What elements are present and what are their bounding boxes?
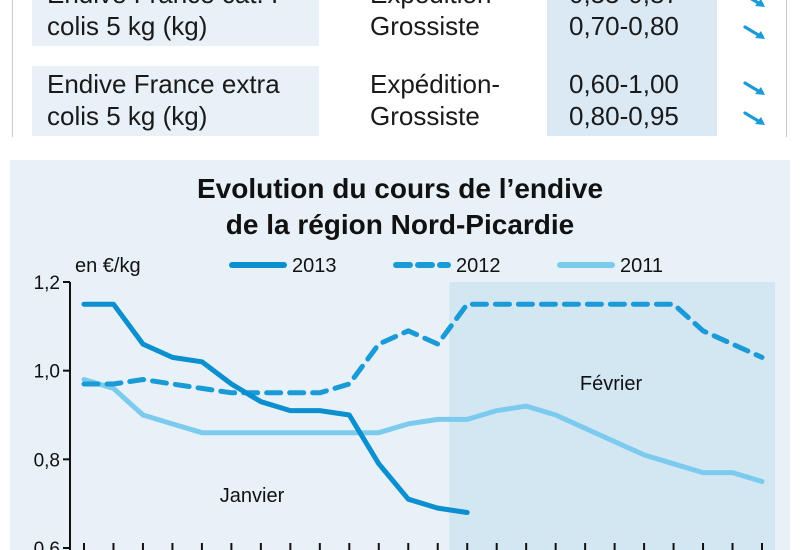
product-package: colis 5 kg (kg) [47, 11, 208, 41]
table-left-divider [12, 0, 13, 137]
price-range: 0,60-1,00 [569, 69, 679, 99]
y-tick-label: 1,2 [34, 273, 60, 294]
series-line-2013 [81, 301, 470, 515]
price-cell [547, 0, 717, 136]
y-tick-label: 1,0 [34, 362, 60, 383]
chart-subtitle: de la région Nord-Picardie [225, 209, 575, 240]
period-label-janvier: Janvier [220, 485, 285, 507]
product-cell [32, 66, 319, 136]
series-line-2011 [81, 377, 765, 484]
market-stage: Expédition- [370, 69, 501, 99]
trend-down-icon [743, 25, 765, 39]
market-stage: Grossiste [370, 101, 480, 131]
period-label-fevrier: Février [580, 373, 643, 395]
y-axis-label: en €/kg [75, 255, 141, 277]
trend-down-icon [750, 0, 765, 7]
table-row: Endive France cat. I colis 5 kg (kg) Exp… [0, 0, 800, 136]
table-row: Endive France extra colis 5 kg (kg) Expé… [0, 66, 800, 136]
price-table: Endive France cat. I colis 5 kg (kg) Exp… [0, 0, 800, 137]
product-cell [32, 0, 319, 46]
product-package: colis 5 kg (kg) [47, 101, 208, 131]
legend-label: 2011 [620, 255, 663, 277]
price-range: 0,80-0,95 [569, 101, 679, 131]
price-range: 0,55-0,87 [569, 0, 679, 10]
y-tick-label: 0,8 [34, 450, 60, 471]
product-name: Endive France cat. I [47, 0, 278, 10]
market-stage: Grossiste [370, 11, 480, 41]
trend-down-icon [743, 111, 765, 125]
y-tick-label: 0,6 [34, 539, 60, 550]
table-right-divider [786, 0, 787, 137]
trend-down-icon [743, 81, 765, 95]
market-stage: Expédition- [370, 0, 500, 10]
fevrier-band [449, 282, 775, 550]
chart-title: Evolution du cours de l’endive [196, 173, 604, 204]
legend-label: 2013 [292, 255, 337, 277]
legend-label: 2012 [456, 255, 501, 277]
price-range: 0,70-0,80 [569, 11, 679, 41]
series-line-2012 [81, 301, 765, 396]
product-name: Endive France extra [47, 69, 280, 99]
